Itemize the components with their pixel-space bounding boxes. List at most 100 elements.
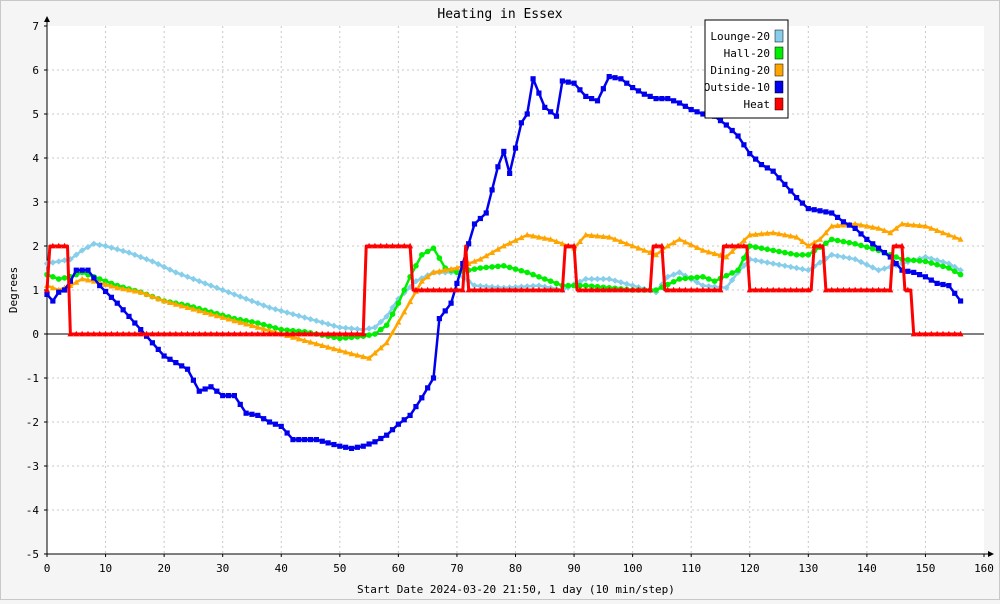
point-hall-20 [752,244,759,250]
point-hall-20 [823,240,829,247]
point-dining-20 [360,353,367,360]
point-heat [61,242,68,249]
point-heat [371,242,378,249]
point-dining-20 [207,311,214,317]
point-heat [793,286,800,293]
point-dining-20 [436,268,443,274]
x-tick-label: 160 [974,562,994,575]
point-dining-20 [817,236,824,242]
point-dining-20 [682,238,689,245]
point-lounge-20 [131,251,139,258]
point-outside-10 [922,274,929,280]
point-hall-20 [846,239,853,246]
point-dining-20 [781,231,788,238]
point-dining-20 [301,337,308,343]
point-heat [846,286,853,293]
point-outside-10 [905,268,911,274]
point-outside-10 [313,437,319,443]
point-heat [477,286,484,293]
point-lounge-20 [535,282,543,289]
point-dining-20 [237,319,244,325]
point-dining-20 [612,236,619,242]
point-dining-20 [582,231,589,238]
point-outside-10 [471,221,478,227]
point-hall-20 [500,263,507,269]
point-hall-20 [910,257,917,264]
point-outside-10 [348,445,355,451]
point-outside-10 [138,327,144,333]
point-outside-10 [61,287,68,293]
point-hall-20 [524,269,531,276]
point-dining-20 [840,221,847,228]
point-outside-10 [957,298,964,304]
point-heat [945,330,952,337]
point-lounge-20 [254,300,262,307]
point-outside-10 [389,427,396,433]
point-outside-10 [881,250,888,256]
point-outside-10 [911,269,917,275]
point-dining-20 [928,225,935,231]
point-lounge-20 [137,253,144,261]
point-outside-10 [132,320,138,326]
legend-swatch [774,97,784,111]
point-lounge-20 [61,257,68,264]
point-heat [330,330,337,337]
point-lounge-20 [149,258,156,265]
point-outside-10 [161,353,167,359]
point-dining-20 [225,315,232,322]
point-outside-10 [594,98,601,104]
point-dining-20 [500,242,507,249]
point-outside-10 [372,439,378,445]
point-heat [319,330,326,337]
point-heat [383,242,390,249]
point-dining-20 [448,265,455,272]
point-heat [951,330,958,337]
point-dining-20 [799,238,806,244]
point-hall-20 [483,264,490,271]
point-hall-20 [61,275,68,281]
point-dining-20 [260,325,267,332]
point-hall-20 [951,268,958,275]
point-hall-20 [249,319,255,325]
point-lounge-20 [313,317,320,324]
point-lounge-20 [875,267,882,274]
point-outside-10 [899,267,905,273]
point-hall-20 [934,261,940,268]
point-hall-20 [55,276,62,282]
point-outside-10 [735,133,741,139]
point-heat [412,286,419,293]
point-heat [729,242,736,249]
legend-label: Lounge-20 [710,30,770,43]
point-dining-20 [752,231,759,237]
point-hall-20 [395,300,402,307]
point-lounge-20 [266,304,273,311]
point-lounge-20 [213,284,221,291]
point-outside-10 [79,267,85,273]
point-heat [658,242,665,249]
point-heat [612,286,619,293]
point-outside-10 [208,384,214,390]
point-lounge-20 [775,261,783,268]
y-tick-label: 4 [32,152,39,165]
point-outside-10 [407,412,413,418]
point-outside-10 [120,307,126,313]
point-heat [407,242,414,249]
point-dining-20 [371,349,378,356]
point-outside-10 [477,215,483,222]
point-lounge-20 [799,265,806,273]
point-dining-20 [125,286,132,293]
point-dining-20 [219,314,226,320]
point-dining-20 [453,264,460,271]
point-outside-10 [302,437,308,443]
point-heat [342,330,349,337]
point-heat [442,286,449,293]
point-dining-20 [190,306,197,312]
point-hall-20 [858,242,864,249]
point-dining-20 [934,227,941,233]
point-heat [606,286,613,293]
point-dining-20 [834,222,841,229]
legend: Lounge-20 Hall-20 Dining-20 Outside-10 Heat [704,19,789,119]
point-lounge-20 [933,257,941,264]
point-heat [424,286,431,293]
